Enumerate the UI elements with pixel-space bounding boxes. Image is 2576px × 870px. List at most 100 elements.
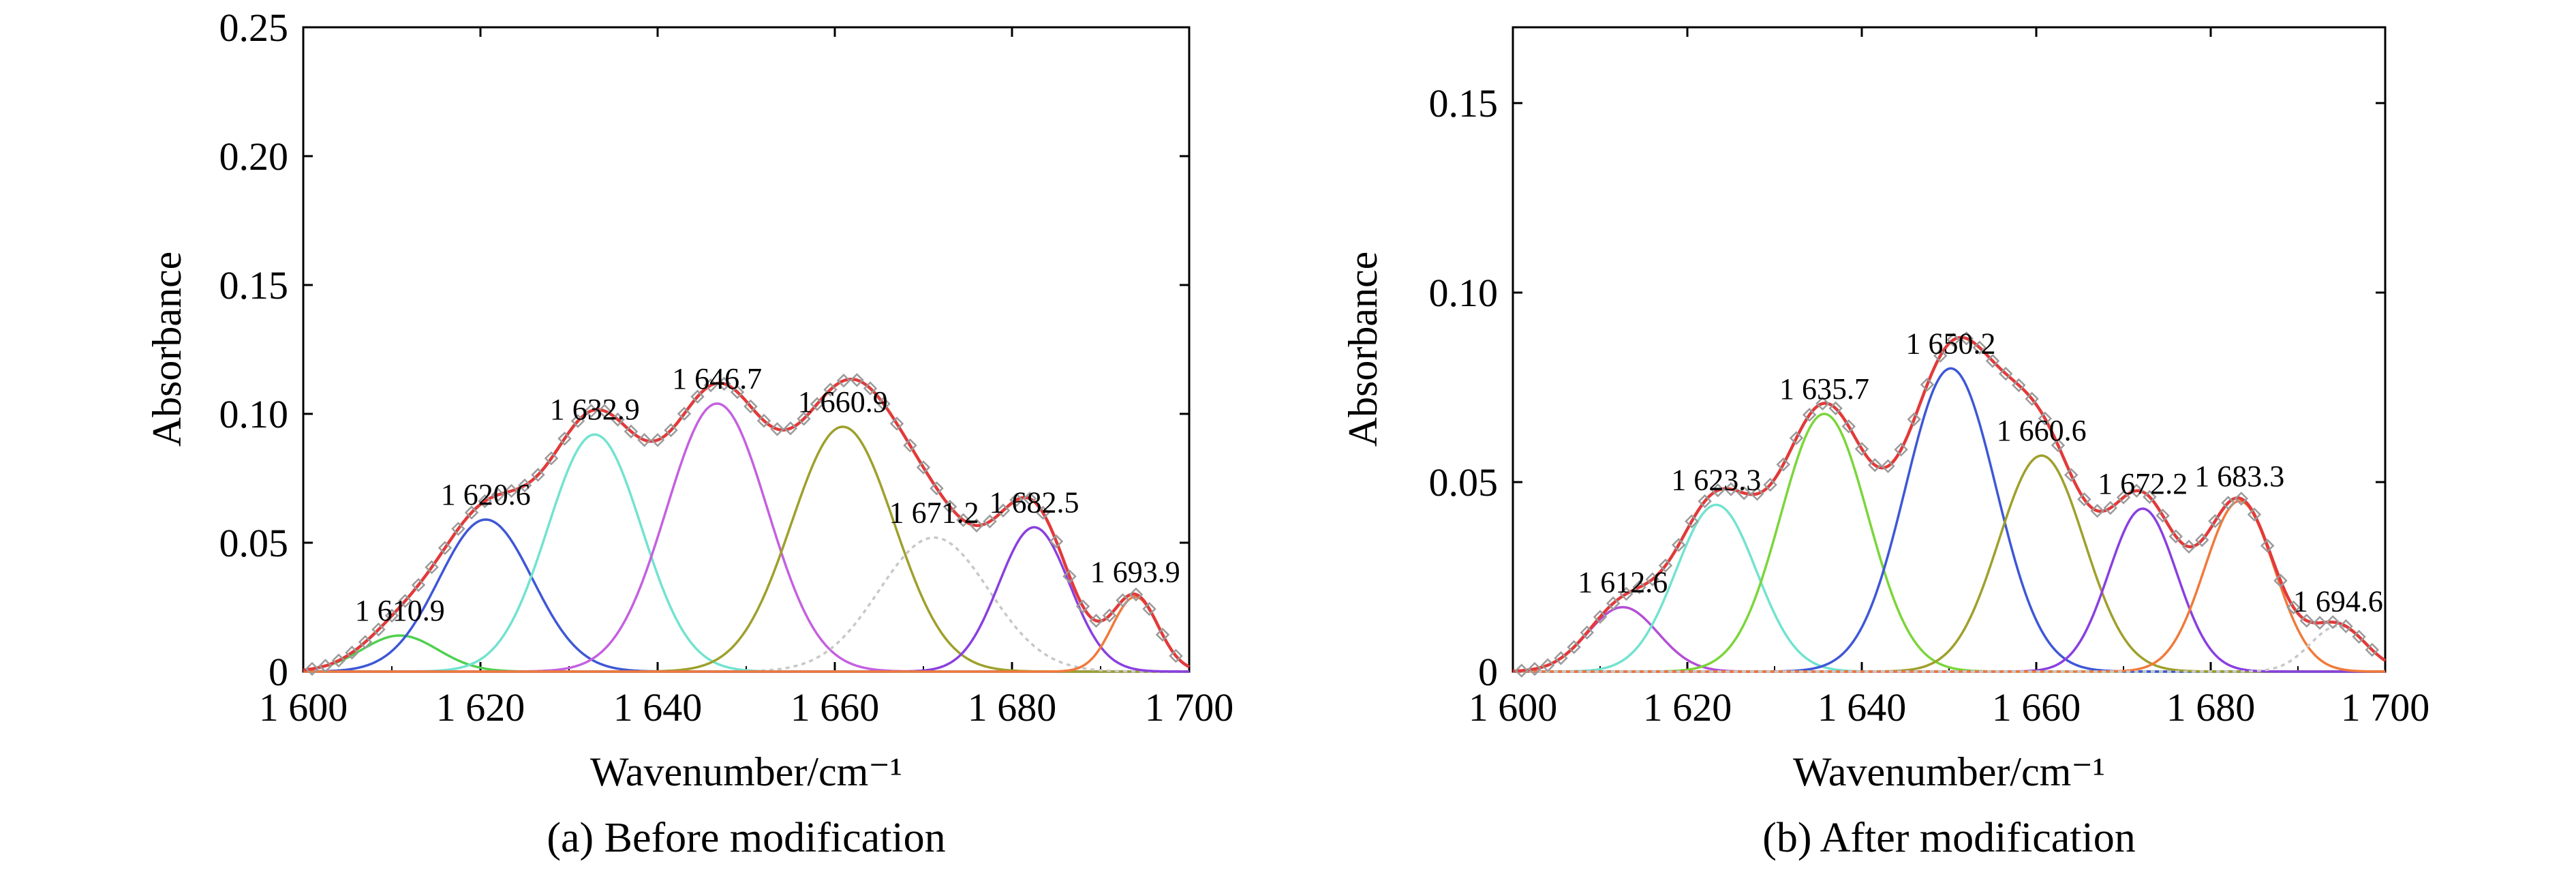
data-point [464, 505, 479, 520]
data-point [942, 499, 957, 514]
data-point [1750, 487, 1764, 501]
data-point [677, 406, 692, 421]
data-point [2168, 529, 2183, 543]
peak-label: 1 635.7 [1779, 372, 1869, 406]
data-point [1907, 412, 1922, 427]
data-point [517, 478, 532, 493]
y-tick-label: 0 [269, 650, 288, 694]
data-point [425, 560, 439, 575]
data-point [650, 433, 665, 447]
fit-curve [1512, 335, 2387, 673]
data-point [1972, 340, 1987, 355]
data-point [930, 481, 944, 496]
data-point [1062, 569, 1077, 584]
data-point [1867, 457, 1882, 472]
data-point [597, 404, 612, 418]
data-point [1022, 492, 1037, 506]
data-point [1789, 431, 1804, 445]
data-point [836, 374, 851, 388]
data-point [491, 487, 506, 502]
data-point [903, 438, 917, 453]
data-point [717, 376, 731, 391]
data-point [1169, 648, 1183, 663]
peak-label: 1 632.9 [550, 393, 640, 426]
y-tick-label: 0.10 [1429, 271, 1499, 315]
data-point [743, 399, 758, 414]
x-tick-label: 1 660 [1992, 685, 2081, 730]
data-point [1685, 514, 1699, 528]
data-point [1129, 587, 1144, 602]
peak-label: 1 612.6 [1578, 566, 1668, 599]
data-point [1698, 494, 1712, 509]
data-point [1606, 596, 1621, 611]
data-point [2051, 438, 2066, 453]
data-point [305, 661, 320, 676]
peak-curve [1513, 412, 2385, 673]
data-point [2247, 507, 2262, 522]
data-point [557, 432, 572, 446]
data-point [1933, 348, 1948, 363]
y-tick-label: 0.15 [1429, 81, 1499, 125]
data-point [2103, 500, 2118, 515]
data-point [2260, 539, 2275, 553]
data-point [318, 659, 333, 673]
data-point [544, 451, 559, 466]
peak-label: 1 660.6 [1997, 414, 2087, 447]
data-point [1802, 408, 1817, 422]
data-point [570, 414, 585, 428]
data-point [2194, 532, 2209, 548]
x-tick-label: 1 680 [968, 685, 1057, 730]
panel-b: 1 600 1 620 1 640 1 660 1 680 1 700 0 0.05 0.10 0… [1340, 26, 2430, 861]
data-point [637, 433, 651, 447]
data-point [1881, 459, 1895, 474]
fit-curve [303, 377, 1191, 672]
data-point [2286, 600, 2301, 615]
data-point [1089, 614, 1103, 628]
peak-label: 1 646.7 [672, 362, 762, 395]
x-tick-label: 1 600 [259, 685, 348, 730]
x-tick-label: 1 700 [2341, 685, 2430, 730]
data-point [1985, 354, 2000, 368]
data-point [2299, 614, 2314, 628]
data-point [664, 423, 678, 438]
data-point [384, 608, 399, 623]
data-point [2025, 391, 2039, 406]
data-point [863, 381, 878, 395]
xlabel-a: Wavenumber/cm⁻¹ [590, 749, 902, 794]
data-point [1593, 610, 1608, 625]
data-point [889, 417, 904, 431]
data-point [1998, 366, 2013, 381]
data-point [1540, 658, 1555, 672]
data-point [1736, 485, 1751, 500]
data-point [1554, 651, 1568, 665]
data-point [730, 385, 745, 400]
peak-label: 1 620.6 [441, 478, 531, 511]
data-point [2339, 619, 2353, 633]
data-point [2312, 616, 2327, 630]
data-point [411, 578, 426, 592]
data-point [398, 594, 412, 608]
y-tick-label: 0.25 [219, 5, 289, 50]
data-point [850, 373, 864, 387]
data-point [611, 412, 625, 427]
peak-label: 1 610.9 [355, 594, 445, 627]
data-point [783, 421, 798, 436]
data-point [2365, 642, 2380, 657]
y-tick-label: 0.20 [219, 134, 289, 179]
peak-label: 1 682.5 [990, 485, 1079, 519]
data-point [331, 653, 346, 668]
data-point [770, 422, 784, 436]
y-tick-label: 0.05 [1429, 460, 1499, 505]
data-point [1009, 492, 1024, 507]
peak-label: 1 693.9 [1090, 555, 1180, 588]
data-point [1102, 608, 1117, 623]
peak-label: 1 671.2 [889, 496, 979, 529]
data-point [1527, 661, 1542, 676]
y-tick-label: 0 [1478, 650, 1498, 694]
data-point [2116, 490, 2131, 505]
panel-a: 1 600 1 620 1 640 1 660 1 680 1 700 0 0.05 0.10 0… [144, 5, 1233, 861]
data-point [1723, 482, 1738, 496]
data-point [2273, 573, 2288, 588]
peak-label: 1 672.2 [2098, 467, 2188, 500]
